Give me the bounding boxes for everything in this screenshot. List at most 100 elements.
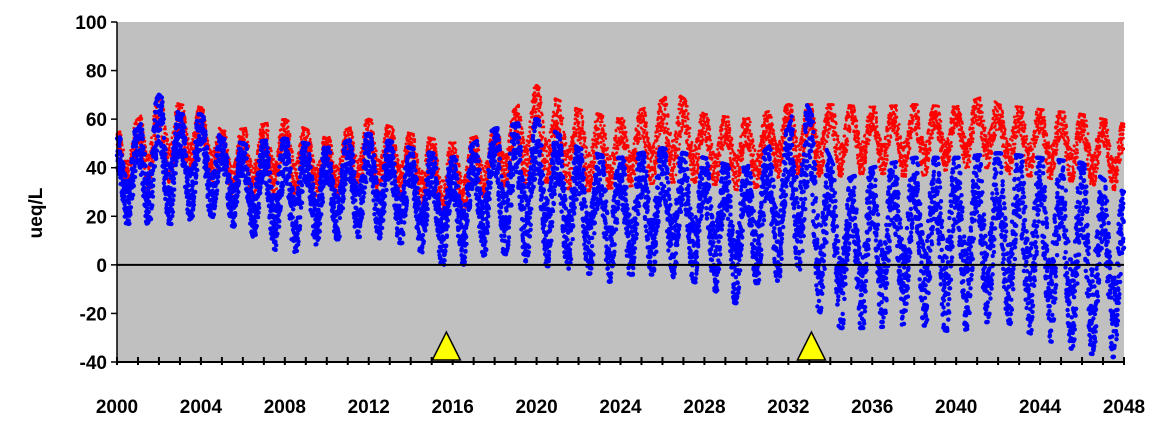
series-1-point <box>202 108 206 112</box>
series-1-point <box>558 104 561 108</box>
series-1-point <box>689 149 693 153</box>
series-1-point <box>670 149 674 153</box>
series-1-point <box>242 133 246 137</box>
series-1-point <box>633 147 637 151</box>
series-1-point <box>686 138 689 142</box>
series-1-point <box>350 131 354 135</box>
series-1-point <box>566 164 569 167</box>
series-1-point <box>541 120 545 124</box>
series-1-point <box>190 153 193 156</box>
series-1-point <box>517 105 521 109</box>
series-1-point <box>589 168 593 172</box>
series-1-point <box>584 156 587 159</box>
data-points <box>114 83 1127 360</box>
series-1-point <box>147 158 151 162</box>
series-1-point <box>249 168 253 172</box>
series-1-point <box>388 130 392 133</box>
series-1-point <box>638 133 641 136</box>
series-1-point <box>565 175 568 179</box>
series-1-point <box>660 110 663 114</box>
series-1-point <box>370 118 373 122</box>
series-1-point <box>623 141 626 145</box>
series-1-point <box>394 145 398 149</box>
series-1-point <box>366 128 369 132</box>
series-1-point <box>392 128 395 132</box>
series-1-point <box>627 150 631 153</box>
series-1-point <box>616 147 620 151</box>
series-1-point <box>657 112 661 116</box>
series-1-point <box>652 145 656 149</box>
series-1-point <box>636 124 640 128</box>
series-1-point <box>539 95 543 99</box>
series-1-point <box>519 118 523 122</box>
series-1-point <box>564 158 568 161</box>
series-1-point <box>243 138 247 142</box>
series-1-point <box>310 169 314 173</box>
series-1-point <box>677 107 681 111</box>
series-1-point <box>477 148 481 152</box>
series-1-point <box>226 148 230 152</box>
series-1-point <box>603 143 606 147</box>
series-1-point <box>311 154 315 158</box>
series-1-point <box>639 118 643 121</box>
series-1-point <box>649 160 653 163</box>
series-1-point <box>606 153 609 156</box>
series-1-point <box>614 134 618 138</box>
series-1-point <box>652 142 656 145</box>
series-1-point <box>459 175 463 178</box>
series-1-point <box>150 136 153 140</box>
series-1-point <box>651 174 655 178</box>
series-1-point <box>166 138 170 142</box>
series-1-point <box>658 132 662 136</box>
series-1-point <box>186 145 190 149</box>
series-1-point <box>613 162 616 166</box>
series-1-point <box>602 124 606 127</box>
series-1-point <box>613 143 616 147</box>
series-1-point <box>291 174 295 178</box>
series-1-point <box>666 127 670 131</box>
series-1-point <box>223 129 227 133</box>
series-1-point <box>443 182 447 186</box>
series-1-point <box>678 132 682 136</box>
series-1-point <box>679 135 682 139</box>
series-1-point <box>610 186 614 190</box>
series-1-point <box>461 194 465 198</box>
series-1-point <box>647 152 650 156</box>
series-1-point <box>330 144 334 148</box>
series-1-point <box>567 161 571 165</box>
series-1-point <box>502 164 505 168</box>
series-1-point <box>674 173 678 177</box>
series-1-point <box>453 141 457 145</box>
series-1-point <box>286 119 290 123</box>
series-1-point <box>118 130 122 134</box>
series-1-point <box>564 142 568 145</box>
series-1-point <box>167 148 171 152</box>
series-1-point <box>665 102 669 106</box>
series-1-point <box>277 141 281 145</box>
series-1-point <box>606 146 609 150</box>
series-1-point <box>676 116 680 120</box>
series-1-point <box>413 140 417 144</box>
series-1-point <box>396 159 400 162</box>
series-1-point <box>501 151 505 155</box>
series-1-point <box>562 130 566 134</box>
series-1-point <box>188 155 192 159</box>
series-1-point <box>167 180 171 184</box>
series-1-point <box>535 97 538 101</box>
series-1-point <box>170 136 174 140</box>
series-1-point <box>521 131 525 135</box>
series-1-point <box>539 98 542 102</box>
series-1-point <box>404 142 408 146</box>
series-1-point <box>442 179 446 183</box>
series-1-point <box>686 117 690 121</box>
series-1-point <box>684 102 688 106</box>
series-1-point <box>465 198 469 202</box>
series-1-point <box>615 151 619 155</box>
series-1-point <box>667 148 671 151</box>
series-1-point <box>352 141 356 145</box>
series-1-point <box>163 125 167 128</box>
series-1-point <box>354 154 358 158</box>
series-1-point <box>434 147 438 150</box>
series-1-point <box>534 110 538 114</box>
